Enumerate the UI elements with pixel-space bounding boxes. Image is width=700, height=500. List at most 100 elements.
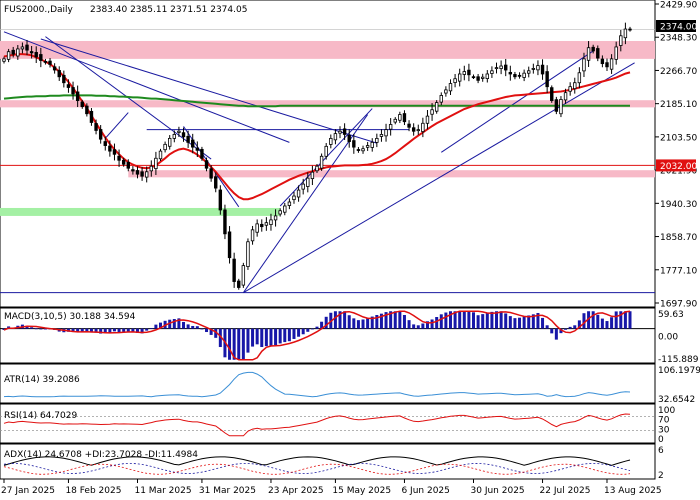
macd-bar (172, 319, 176, 329)
rsi-panel[interactable]: RSI(14) 64.7029 (0, 403, 656, 444)
candle-body (559, 99, 563, 115)
macd-series (0, 310, 655, 361)
price-panel[interactable]: FUS2000.,Daily 2383.40 2385.11 2371.51 2… (0, 0, 656, 308)
candle-body (365, 145, 370, 148)
macd-bar (269, 328, 273, 346)
candle-body (490, 70, 494, 74)
candle-body (260, 223, 264, 228)
candle-body (16, 48, 20, 57)
macd-bar (573, 325, 577, 329)
trendline (242, 114, 369, 293)
zone-resistance (0, 100, 655, 108)
macd-bar (117, 328, 121, 333)
candle-body (609, 58, 614, 70)
candle-body (476, 76, 480, 81)
time-tick-label: 6 Jun 2025 (401, 486, 449, 496)
price-tick-label: 2348.30 (660, 34, 697, 44)
candle-body (278, 210, 282, 215)
candle-body (177, 130, 181, 133)
ohlc-readout: 2383.40 2385.11 2371.51 2374.05 (90, 5, 247, 15)
candle-body (80, 101, 84, 107)
atr-panel[interactable]: ATR(14) 39.2086 (0, 363, 656, 404)
macd-bar (85, 328, 89, 332)
price-tick-label: 1777.10 (660, 266, 697, 276)
macd-bar (393, 311, 397, 329)
macd-bar (495, 311, 499, 329)
price-tick-label: 2021.90 (660, 167, 697, 177)
candle-body (191, 139, 195, 148)
candle-body (352, 140, 356, 148)
candle-body (43, 61, 48, 63)
candle-body (324, 145, 328, 157)
candle-body (591, 46, 595, 52)
macd-bar (209, 328, 213, 335)
candle-body (292, 195, 296, 201)
macd-bar (195, 326, 199, 329)
trendline (3, 31, 290, 143)
macd-bar (416, 325, 420, 329)
last-price-text: 2374.00 (660, 23, 697, 33)
macd-bar (628, 311, 632, 329)
candle-body (554, 99, 559, 112)
macd-bar (205, 328, 209, 333)
trendline (441, 50, 594, 153)
candle-body (402, 113, 407, 123)
macd-panel[interactable]: MACD(3,10,5) 30.188 34.594 (0, 307, 656, 364)
macd-bar (448, 311, 452, 329)
macd-bar (126, 328, 130, 333)
adx-panel[interactable]: ADX(14) 24.6708 +DI:23.7028 -DI:11.4984 (0, 443, 656, 480)
macd-bar (610, 317, 614, 329)
candle-body (181, 132, 186, 138)
macd-bar (421, 323, 425, 329)
macd-bar (472, 312, 475, 329)
candle-body (121, 159, 126, 165)
macd-bar (168, 319, 172, 329)
macd-bar (402, 315, 406, 329)
candle-body (467, 69, 471, 76)
macd-bar (228, 328, 232, 360)
ma-slow-line (3, 94, 630, 108)
macd-bar (191, 325, 195, 329)
macd-bar (490, 311, 494, 329)
macd-bar (320, 321, 324, 329)
macd-bar (504, 313, 508, 329)
macd-bar (522, 316, 526, 329)
candle-body (296, 189, 301, 198)
time-tick-label: 18 Feb 2025 (65, 486, 121, 496)
candle-body (619, 35, 623, 46)
trendline (243, 62, 635, 294)
macd-bar (324, 316, 328, 329)
horizontal-levels (0, 29, 655, 294)
indicator-tick-label: 30 (658, 425, 670, 435)
candle-body (52, 66, 57, 71)
candle-body (356, 149, 361, 151)
indicator-tick-label: 106.1979 (658, 366, 700, 376)
macd-bar (467, 311, 471, 329)
rsi-line (3, 413, 631, 437)
macd-bar (122, 328, 126, 332)
candle-body (545, 71, 549, 88)
candle-body (168, 137, 172, 147)
macd-bar (274, 328, 278, 346)
candle-body (25, 44, 29, 51)
candle-body (273, 215, 278, 221)
time-tick-label: 15 May 2025 (332, 486, 391, 496)
price-tick-label: 1940.30 (660, 200, 697, 210)
rsi-frame (0, 403, 656, 444)
macd-bar (375, 315, 379, 329)
indicator-tick-label: 100 (658, 406, 675, 416)
candle-body (407, 123, 411, 128)
macd-bar (366, 317, 370, 329)
trendline (40, 38, 377, 144)
macd-bar (623, 311, 627, 329)
candle-body (568, 86, 572, 92)
zone-resistance (0, 40, 655, 59)
candle-body (444, 89, 448, 94)
macd-bar (564, 328, 568, 330)
zone-resistance (128, 170, 655, 178)
macd-bar (453, 311, 457, 329)
price-flags: 2374.00 2032.00 (656, 20, 697, 172)
indicator-tick-label: 0 (658, 435, 664, 445)
